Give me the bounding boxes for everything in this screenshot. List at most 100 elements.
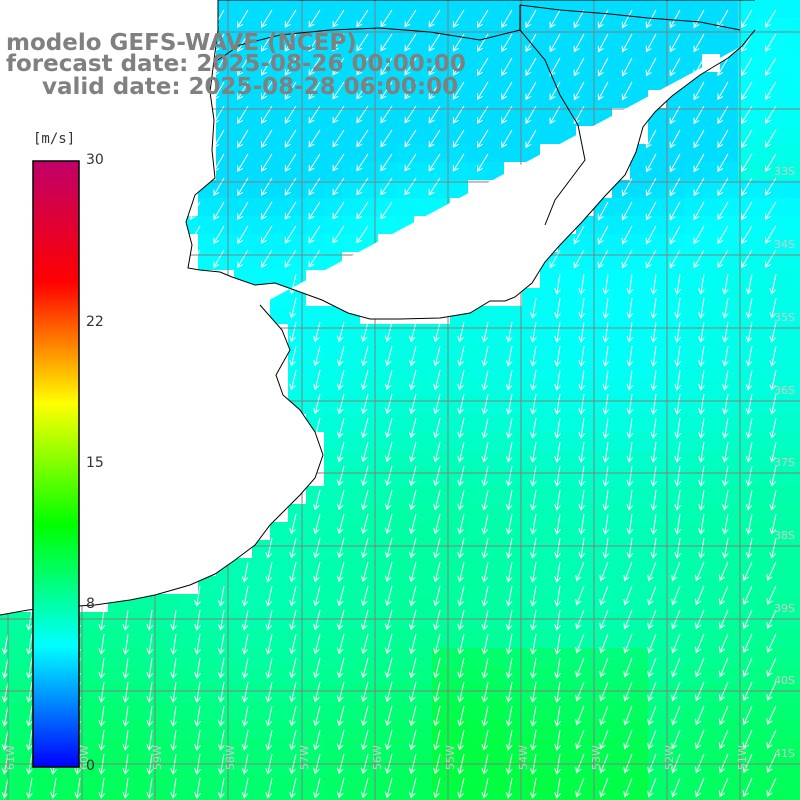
wind-speed-cell	[648, 720, 666, 738]
wind-arrow	[529, 297, 537, 319]
wind-arrow	[671, 633, 681, 654]
wind-speed-cell	[414, 414, 432, 432]
wind-speed-cell	[234, 702, 252, 720]
wind-speed-cell	[792, 558, 800, 576]
wind-speed-cell	[18, 684, 36, 702]
wind-speed-cell	[558, 594, 576, 612]
wind-speed-cell	[720, 198, 738, 216]
wind-arrow	[481, 417, 489, 439]
wind-speed-cell	[774, 162, 792, 180]
wind-speed-cell	[702, 612, 720, 630]
wind-speed-cell	[630, 342, 648, 360]
wind-arrow	[433, 585, 441, 607]
wind-speed-cell	[684, 342, 702, 360]
wind-speed-cell	[558, 324, 576, 342]
wind-arrow	[433, 321, 441, 343]
wind-arrow	[671, 753, 681, 774]
wind-speed-cell	[576, 738, 594, 756]
wind-arrow	[674, 417, 682, 439]
wind-speed-cell	[522, 288, 540, 306]
wind-speed-cell	[216, 180, 234, 198]
wind-speed-cell	[792, 774, 800, 792]
wind-speed-cell	[198, 216, 216, 234]
wind-speed-cell	[90, 648, 108, 666]
wind-speed-cell	[630, 612, 648, 630]
wind-speed-cell	[684, 288, 702, 306]
coastline	[0, 0, 756, 616]
wind-speed-cell	[378, 558, 396, 576]
wind-speed-cell	[522, 630, 540, 648]
wind-speed-cell	[162, 756, 180, 774]
wind-arrow	[170, 729, 178, 751]
wind-speed-cell	[414, 342, 432, 360]
wind-speed-cell	[486, 72, 504, 90]
wind-speed-cell	[648, 396, 666, 414]
wind-speed-cell	[774, 108, 792, 126]
wind-arrow	[669, 249, 681, 269]
wind-arrow	[360, 585, 369, 607]
wind-speed-cell	[216, 702, 234, 720]
wind-arrow	[261, 57, 273, 76]
wind-speed-cell	[144, 738, 162, 756]
wind-speed-cell	[792, 612, 800, 630]
wind-speed-cell	[612, 288, 630, 306]
wind-arrow	[284, 9, 297, 28]
wind-arrow	[25, 729, 33, 751]
wind-speed-cell	[288, 0, 306, 18]
wind-speed-cell	[414, 468, 432, 486]
wind-speed-cell	[450, 108, 468, 126]
wind-arrow	[501, 9, 513, 29]
wind-speed-cell	[324, 648, 342, 666]
wind-speed-cell	[558, 576, 576, 594]
wind-speed-cell	[162, 666, 180, 684]
wind-speed-cell	[126, 630, 144, 648]
wind-speed-cell	[108, 774, 126, 792]
wind-arrow	[380, 129, 393, 148]
wind-arrow	[380, 177, 393, 196]
wind-arrow	[721, 393, 729, 415]
wind-speed-cell	[342, 684, 360, 702]
wind-arrow	[674, 537, 682, 559]
wind-speed-cell	[486, 504, 504, 522]
wind-speed-cell	[792, 360, 800, 378]
wind-speed-cell	[684, 630, 702, 648]
wind-speed-cell	[414, 0, 432, 18]
wind-arrow	[645, 9, 657, 29]
wind-speed-cell	[720, 594, 738, 612]
wind-speed-cell	[738, 18, 756, 36]
wind-speed-cell	[558, 108, 576, 126]
wind-speed-cell	[522, 126, 540, 144]
wind-speed-cell	[720, 720, 738, 738]
wind-arrow	[693, 33, 705, 53]
wind-speed-cell	[468, 756, 486, 774]
wind-arrow	[505, 777, 513, 799]
colorbar-tick-label: 30	[86, 152, 104, 168]
wind-speed-cell	[594, 270, 612, 288]
wind-arrow	[289, 633, 297, 655]
wind-arrow	[578, 489, 586, 511]
wind-speed-cell	[144, 756, 162, 774]
wind-speed-cell	[396, 450, 414, 468]
wind-speed-cell	[576, 324, 594, 342]
wind-speed-cell	[468, 18, 486, 36]
wind-speed-cell	[342, 342, 360, 360]
wind-arrow	[360, 681, 369, 703]
wind-speed-cell	[666, 378, 684, 396]
wind-speed-cell	[666, 288, 684, 306]
wind-arrow	[360, 513, 369, 535]
wind-speed-cell	[792, 90, 800, 108]
wind-speed-cell	[450, 126, 468, 144]
wind-speed-cell	[612, 378, 630, 396]
wind-arrow	[573, 33, 585, 53]
wind-speed-cell	[486, 558, 504, 576]
wind-speed-cell	[612, 90, 630, 108]
wind-speed-cell	[18, 792, 36, 800]
wind-speed-cell	[342, 792, 360, 800]
wind-speed-cell	[414, 792, 432, 800]
wind-speed-cell	[522, 486, 540, 504]
wind-speed-cell	[792, 252, 800, 270]
wind-speed-cell	[198, 738, 216, 756]
wind-speed-cell	[630, 468, 648, 486]
wind-speed-cell	[450, 162, 468, 180]
